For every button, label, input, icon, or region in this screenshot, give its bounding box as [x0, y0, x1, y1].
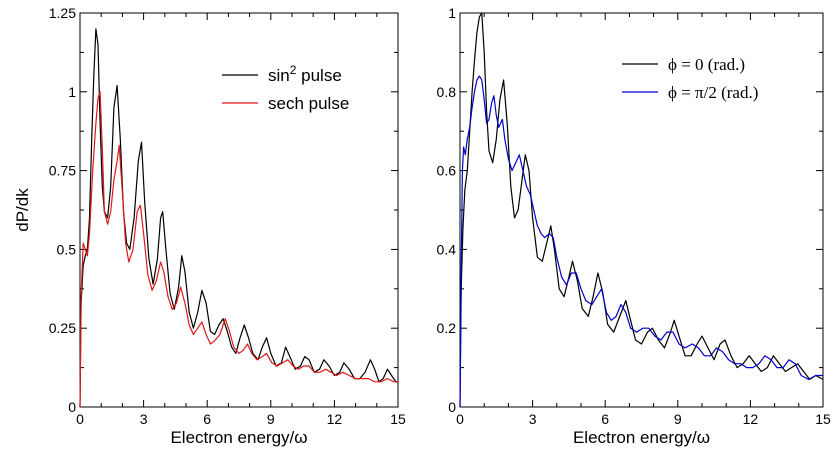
y-tick-label: 0.6: [437, 163, 457, 179]
x-tick-label: 6: [203, 411, 211, 427]
y-tick-label: 0.75: [49, 163, 76, 179]
series-line-1: [79, 28, 398, 408]
x-tick-label: 15: [815, 411, 831, 427]
x-tick-label: 6: [601, 411, 609, 427]
legend-label-1: sin2 pulse: [268, 63, 342, 85]
y-tick-label: 0: [68, 399, 76, 415]
legend-label-main: ϕ = π/2 (rad.): [668, 83, 758, 102]
x-tick-label: 3: [140, 411, 148, 427]
y-tick-label: 0.8: [437, 84, 457, 100]
y-tick-label: 0.2: [437, 320, 457, 336]
y-tick-label: 0: [448, 399, 456, 415]
x-tick-label: 9: [267, 411, 275, 427]
y-tick-label: 0.4: [437, 241, 457, 257]
legend-label-2: sech pulse: [268, 94, 349, 113]
x-tick-label: 9: [674, 411, 682, 427]
y-tick-label: 0.25: [49, 320, 76, 336]
x-tick-label: 12: [327, 411, 343, 427]
y-tick-label: 1.25: [49, 5, 76, 21]
legend-label-rest: pulse: [296, 66, 341, 85]
legend-label-main: sech pulse: [268, 94, 349, 113]
y-tick-label: 1: [68, 84, 76, 100]
x-axis-label: Electron energy/ω: [573, 428, 710, 447]
plot-frame: [459, 12, 824, 408]
legend-label-1: ϕ = 0 (rad.): [668, 55, 745, 74]
plot-frame: [79, 12, 399, 408]
legend-label-main: sin: [268, 66, 290, 85]
x-axis-label: Electron energy/ω: [170, 428, 307, 447]
series-line-2: [459, 75, 823, 408]
x-tick-label: 12: [743, 411, 759, 427]
y-tick-label: 1: [448, 5, 456, 21]
x-tick-label: 0: [456, 411, 464, 427]
y-axis-label: dP/dk: [13, 188, 32, 232]
y-tick-label: 0.5: [57, 241, 77, 257]
x-tick-label: 15: [390, 411, 406, 427]
x-tick-label: 0: [76, 411, 84, 427]
chart-panel-2: 0 3 6 9 12 15 0 0.2 0.4 0.6 0.8 1 Electron energy/ω ϕ…: [437, 5, 831, 447]
legend-label-2: ϕ = π/2 (rad.): [668, 83, 758, 102]
series-line-2: [79, 91, 398, 408]
x-tick-label: 3: [529, 411, 537, 427]
chart-panel-1: 0 3 6 9 12 15 0 0.25 0.5 0.75 1 1.25 Electron energy…: [13, 5, 406, 447]
legend-label-sup: 2: [290, 63, 297, 77]
legend: ϕ = 0 (rad.) ϕ = π/2 (rad.): [622, 55, 758, 102]
legend: sin2 pulse sech pulse: [222, 63, 349, 113]
series-line-1: [459, 12, 824, 408]
legend-label-main: ϕ = 0 (rad.): [668, 55, 745, 74]
